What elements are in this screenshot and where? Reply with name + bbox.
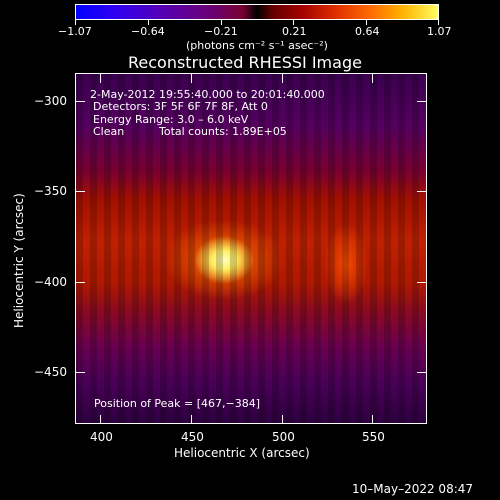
y-tick-label: −400 xyxy=(34,275,67,289)
colorbar-tick-mark xyxy=(75,20,76,25)
x-tick-label: 400 xyxy=(90,430,113,444)
colorbar-units: (photons cm⁻² s⁻¹ asec⁻²) xyxy=(186,39,328,52)
info-clean: Clean xyxy=(93,125,125,138)
info-detectors: Detectors: 3F 5F 6F 7F 8F, Att 0 xyxy=(93,100,268,113)
x-axis-title: Heliocentric X (arcsec) xyxy=(174,446,310,460)
rhessi-image xyxy=(76,74,426,423)
colorbar-tick-mark xyxy=(366,20,367,25)
colorbar-tick-label: 0.64 xyxy=(355,25,380,38)
colorbar-tick-mark xyxy=(148,20,149,25)
y-tick-label: −300 xyxy=(34,94,67,108)
colorbar-tick-label: −0.21 xyxy=(204,25,238,38)
colorbar-tick-label: 0.21 xyxy=(282,25,307,38)
colorbar-tick-mark xyxy=(293,20,294,25)
x-tick-label: 450 xyxy=(181,430,204,444)
y-tick-label: −450 xyxy=(34,365,67,379)
y-axis-title: Heliocentric Y (arcsec) xyxy=(12,193,26,328)
colorbar-ticks: −1.07 −0.64 −0.21 0.21 0.64 1.07 xyxy=(0,0,500,40)
info-time-range: 2-May-2012 19:55:40.000 to 20:01:40.000 xyxy=(90,88,325,101)
x-tick-label: 500 xyxy=(272,430,295,444)
colorbar xyxy=(75,4,439,20)
info-peak-position: Position of Peak = [467,−384] xyxy=(94,397,261,410)
plot-area: 2-May-2012 19:55:40.000 to 20:01:40.000 … xyxy=(75,73,427,424)
timestamp: 10–May–2022 08:47 xyxy=(352,482,474,496)
x-tick-label: 550 xyxy=(362,430,385,444)
colorbar-tick-mark xyxy=(438,20,439,25)
colorbar-tick-label: 1.07 xyxy=(427,25,452,38)
y-tick-label: −350 xyxy=(34,184,67,198)
plot-title: Reconstructed RHESSI Image xyxy=(128,53,362,72)
info-total-counts: Total counts: 1.89E+05 xyxy=(159,125,287,138)
image-stripes xyxy=(76,74,426,423)
colorbar-tick-label: −1.07 xyxy=(58,25,92,38)
colorbar-tick-label: −0.64 xyxy=(131,25,165,38)
colorbar-tick-mark xyxy=(221,20,222,25)
info-energy-range: Energy Range: 3.0 – 6.0 keV xyxy=(93,113,249,126)
